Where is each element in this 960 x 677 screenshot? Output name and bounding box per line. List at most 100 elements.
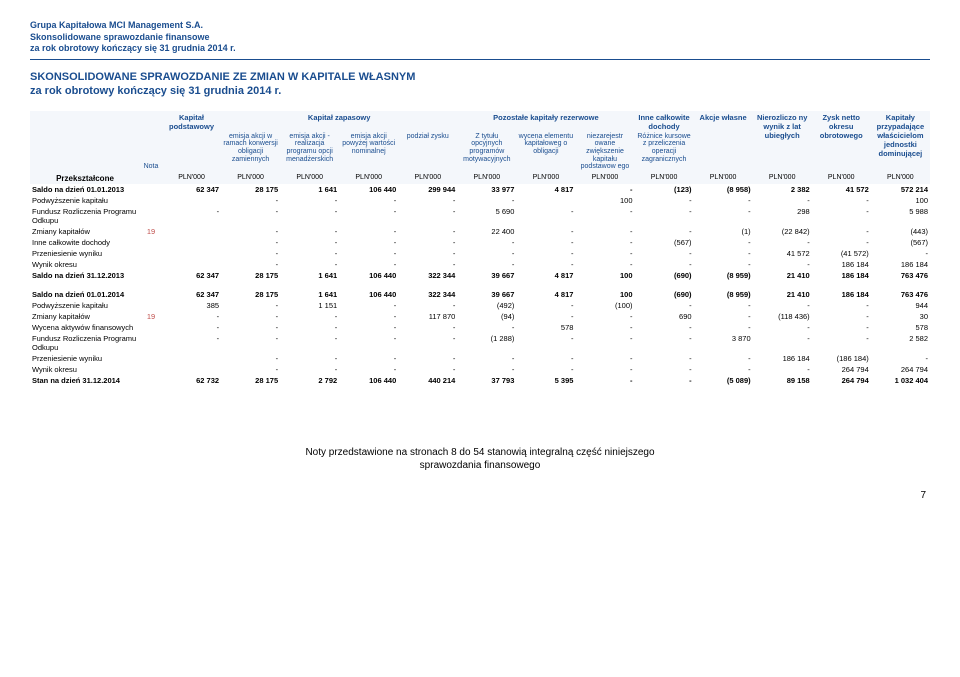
sub-z-tytulu-opcyjnych: Z tytułu opcyjnych programów motywacyjny… (457, 132, 516, 173)
unit-6: PLN'000 (457, 173, 516, 184)
cell-value: - (575, 226, 634, 237)
unit-11: PLN'000 (753, 173, 812, 184)
row-label: Wynik okresu (30, 259, 140, 270)
cell-value: - (162, 206, 221, 226)
cell-value: - (457, 364, 516, 375)
cell-value: - (753, 195, 812, 206)
cell-value: - (516, 237, 575, 248)
cell-value: - (398, 322, 457, 333)
cell-value: 39 667 (457, 289, 516, 300)
cell-value: - (812, 226, 871, 237)
unit-3: PLN'000 (280, 173, 339, 184)
nota-value (140, 184, 162, 195)
cell-value: - (280, 206, 339, 226)
nota-value (140, 375, 162, 386)
cell-value: - (339, 226, 398, 237)
unit-8: PLN'000 (575, 173, 634, 184)
unit-12: PLN'000 (812, 173, 871, 184)
colgroup-kapital-zapasowy: Kapitał zapasowy (221, 111, 457, 132)
cell-value: 763 476 (871, 270, 930, 281)
cell-value: 1 151 (280, 300, 339, 311)
nota-value (140, 364, 162, 375)
cell-value: - (635, 300, 694, 311)
cell-value: - (753, 237, 812, 248)
cell-value (162, 364, 221, 375)
cell-value: - (398, 237, 457, 248)
cell-value: - (339, 300, 398, 311)
row-label: Saldo na dzień 01.01.2013 (30, 184, 140, 195)
cell-value: 62 347 (162, 184, 221, 195)
section-title: SKONSOLIDOWANE SPRAWOZDANIE ZE ZMIAN W K… (30, 70, 930, 99)
cell-value: 572 214 (871, 184, 930, 195)
cell-value: - (516, 353, 575, 364)
sub-wycena-elementu: wycena elementu kapitałoweg o obligacji (516, 132, 575, 173)
cell-value: - (398, 333, 457, 353)
unit-1: PLN'000 (162, 173, 221, 184)
table-row: Fundusz Rozliczenia Programu Odkupu-----… (30, 206, 930, 226)
cell-value: - (280, 322, 339, 333)
table-row: Stan na dzień 31.12.201462 73228 1752 79… (30, 375, 930, 386)
col-inne-calkowite: Inne całkowite dochody (635, 111, 694, 132)
cell-value: 2 382 (753, 184, 812, 195)
cell-value: - (575, 333, 634, 353)
cell-value: - (398, 226, 457, 237)
table-row: Zmiany kapitałów19----117 870(94)--690-(… (30, 311, 930, 322)
cell-value: 106 440 (339, 184, 398, 195)
cell-value: - (221, 248, 280, 259)
cell-value (162, 353, 221, 364)
cell-value: - (694, 195, 753, 206)
cell-value: (100) (575, 300, 634, 311)
cell-value: - (339, 237, 398, 248)
nota-value: 19 (140, 311, 162, 322)
nota-value (140, 195, 162, 206)
cell-value: 2 582 (871, 333, 930, 353)
cell-value: (8 959) (694, 289, 753, 300)
cell-value: - (516, 226, 575, 237)
row-label: Wynik okresu (30, 364, 140, 375)
sub-niezarejestrowane: niezarejestr owane zwiększenie kapitału … (575, 132, 634, 173)
cell-value: - (575, 248, 634, 259)
table-row: Podwyższenie kapitału385-1 151--(492)-(1… (30, 300, 930, 311)
table-row: Wynik okresu----------186 184186 184 (30, 259, 930, 270)
row-label: Przeniesienie wyniku (30, 353, 140, 364)
cell-value: - (575, 259, 634, 270)
cell-value: (5 089) (694, 375, 753, 386)
cell-value: (690) (635, 289, 694, 300)
col-zysk-netto: Zysk netto okresu obrotowego (812, 111, 871, 173)
rows-2014: Saldo na dzień 01.01.201462 34728 1751 6… (30, 289, 930, 386)
cell-value: - (575, 184, 634, 195)
cell-value: - (753, 333, 812, 353)
cell-value: - (635, 259, 694, 270)
cell-value: 5 988 (871, 206, 930, 226)
table-row: Inne całkowite dochody-------(567)---(56… (30, 237, 930, 248)
cell-value: - (516, 333, 575, 353)
cell-value: - (221, 333, 280, 353)
cell-value: 186 184 (871, 259, 930, 270)
colgroup-pozostale-rezerwowe: Pozostałe kapitały rezerwowe (457, 111, 634, 132)
cell-value: - (339, 195, 398, 206)
cell-value: 22 400 (457, 226, 516, 237)
cell-value: - (694, 311, 753, 322)
cell-value: 385 (162, 300, 221, 311)
cell-value: - (398, 300, 457, 311)
cell-value: - (398, 206, 457, 226)
table-row: Saldo na dzień 31.12.201362 34728 1751 6… (30, 270, 930, 281)
unit-10: PLN'000 (694, 173, 753, 184)
col-nota: Nota (140, 132, 162, 173)
cell-value: - (162, 333, 221, 353)
cell-value: - (694, 237, 753, 248)
unit-2: PLN'000 (221, 173, 280, 184)
cell-value: - (221, 226, 280, 237)
cell-value (162, 259, 221, 270)
cell-value: 578 (516, 322, 575, 333)
cell-value: - (635, 322, 694, 333)
cell-value: 3 870 (694, 333, 753, 353)
header-line-2: Skonsolidowane sprawozdanie finansowe (30, 32, 930, 44)
cell-value: 62 347 (162, 289, 221, 300)
cell-value: - (280, 259, 339, 270)
cell-value: - (221, 195, 280, 206)
cell-value: - (221, 311, 280, 322)
cell-value: - (280, 333, 339, 353)
cell-value: - (753, 259, 812, 270)
cell-value: - (339, 248, 398, 259)
